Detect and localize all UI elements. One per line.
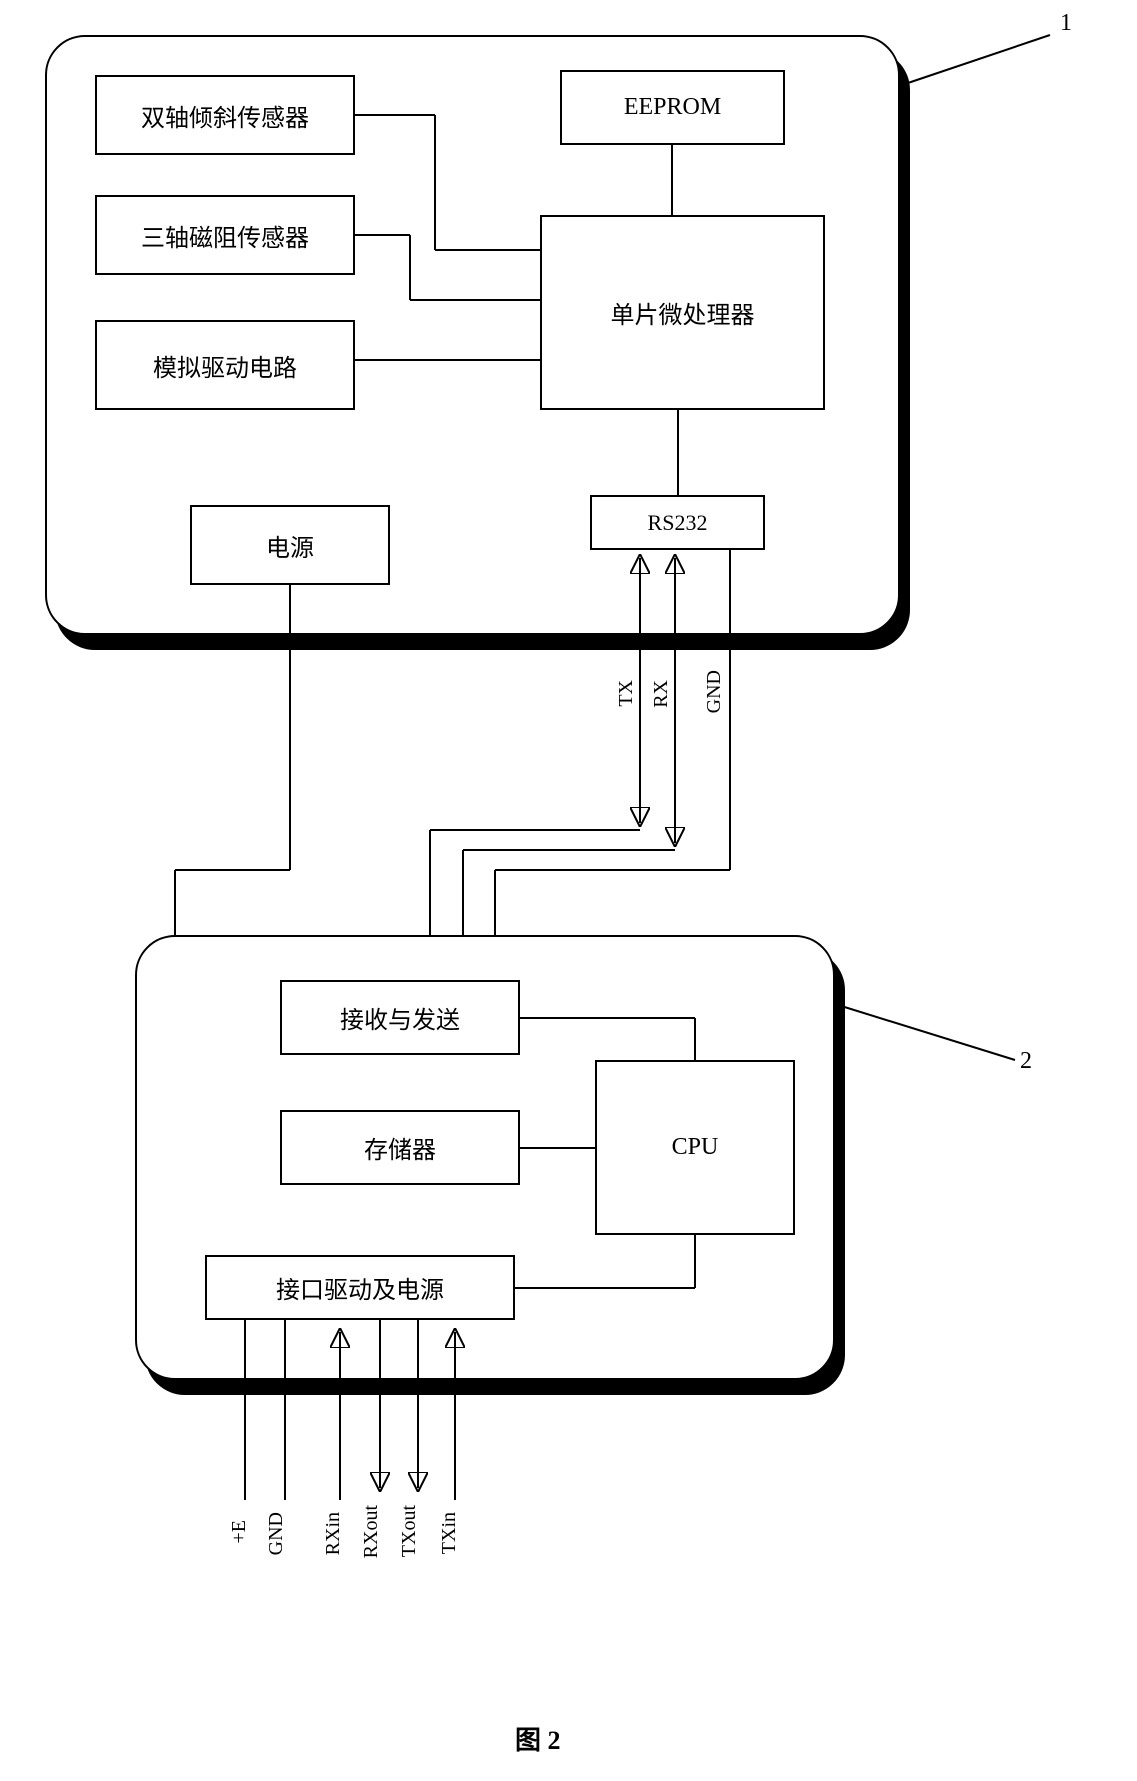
txin-label: TXin (438, 1512, 461, 1554)
power-label: 电源 (266, 528, 314, 563)
tilt-sensor-block: 双轴倾斜传感器 (95, 75, 355, 155)
analog-drive-block: 模拟驱动电路 (95, 320, 355, 410)
memory-block: 存储器 (280, 1110, 520, 1185)
rxtx-block: 接收与发送 (280, 980, 520, 1055)
gnd-label-top: GND (703, 670, 726, 713)
analog-drive-label: 模拟驱动电路 (153, 348, 297, 383)
cpu-label: CPU (672, 1134, 719, 1161)
figure-caption: 图 2 (515, 1720, 561, 1757)
tx-label: TX (615, 680, 638, 707)
rx-label: RX (650, 680, 673, 708)
memory-label: 存储器 (364, 1130, 436, 1165)
mag-sensor-block: 三轴磁阻传感器 (95, 195, 355, 275)
eeprom-label: EEPROM (624, 94, 721, 121)
mcu-block: 单片微处理器 (540, 215, 825, 410)
rs232-label: RS232 (648, 510, 708, 536)
rxtx-label: 接收与发送 (340, 1000, 460, 1035)
mcu-label: 单片微处理器 (611, 295, 755, 330)
power-block: 电源 (190, 505, 390, 585)
module1-tag: 1 (1060, 10, 1072, 37)
txout-label: TXout (398, 1505, 421, 1557)
interface-label: 接口驱动及电源 (276, 1270, 444, 1305)
rs232-block: RS232 (590, 495, 765, 550)
module2-tag: 2 (1020, 1048, 1032, 1075)
eeprom-block: EEPROM (560, 70, 785, 145)
block-diagram: 1 双轴倾斜传感器 三轴磁阻传感器 模拟驱动电路 电源 EEPROM 单片微处理… (0, 0, 1137, 1781)
rxin-label: RXin (322, 1512, 345, 1555)
cpu-block: CPU (595, 1060, 795, 1235)
rxout-label: RXout (360, 1505, 383, 1558)
gnd-label-bottom: GND (265, 1512, 288, 1555)
e-label: +E (228, 1520, 251, 1544)
mag-sensor-label: 三轴磁阻传感器 (141, 218, 309, 253)
tilt-sensor-label: 双轴倾斜传感器 (141, 98, 309, 133)
interface-block: 接口驱动及电源 (205, 1255, 515, 1320)
